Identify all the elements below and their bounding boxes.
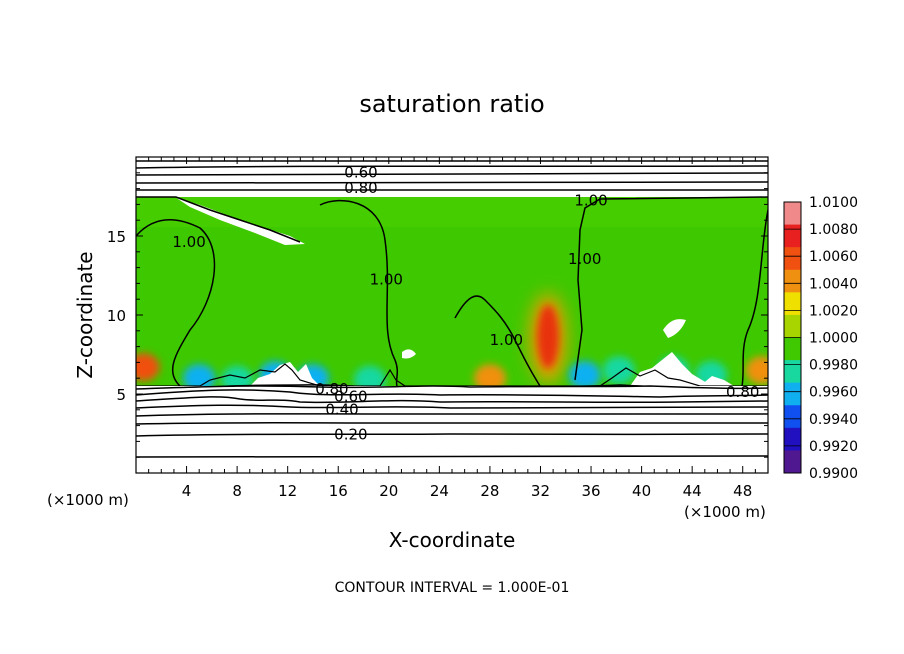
colorbar-label: 0.9920 [809, 439, 858, 455]
colorbar-label: 1.0040 [809, 276, 858, 292]
y-axis: 5 10 15 [107, 172, 768, 458]
cloud-gap-right [663, 319, 686, 338]
contour-label: 1.00 [568, 250, 601, 268]
contour-label: 1.00 [172, 233, 205, 251]
contour-label: 1.00 [490, 331, 523, 349]
x-tick-label: 28 [480, 482, 499, 500]
x-tick-label: 24 [430, 482, 449, 500]
x-tick-label: 16 [329, 482, 348, 500]
contour-label: 0.20 [334, 426, 367, 444]
y-tick-label: 10 [107, 307, 126, 325]
colorbar-segment [784, 224, 801, 248]
contour-label: 0.80 [344, 179, 377, 197]
colorbar-label: 0.9960 [809, 385, 858, 401]
x-axis: 4 8 12 16 20 24 28 32 36 40 44 48 [148, 157, 756, 500]
colorbar-segment [784, 269, 801, 293]
x-unit-right: (×1000 m) [684, 503, 766, 521]
y-tick-label: 5 [116, 386, 126, 404]
contour-label: 0.80 [726, 383, 759, 401]
cloud-gap-mid [402, 349, 416, 359]
colorbar-segment [784, 292, 801, 316]
contour-labels: 0.600.801.001.001.001.001.000.800.600.40… [172, 163, 759, 444]
colorbar-label: 1.0100 [809, 195, 858, 211]
x-tick-label: 48 [733, 482, 752, 500]
y-axis-label: Z-coordinate [73, 251, 97, 378]
field-anomaly [602, 356, 635, 385]
x-tick-label: 36 [581, 482, 600, 500]
colorbar-segment [784, 337, 801, 361]
chart-title: saturation ratio [359, 90, 544, 118]
colorbar-segment [784, 202, 801, 226]
colorbar-segment [784, 405, 801, 429]
x-tick-label: 12 [278, 482, 297, 500]
x-tick-label: 44 [683, 482, 702, 500]
field-anomaly [183, 364, 216, 393]
y-tick-label: 15 [107, 228, 126, 246]
colorbar-label: 1.0080 [809, 222, 858, 238]
colorbar-segment [784, 247, 801, 271]
lower-boundary [136, 363, 768, 387]
contour-label: 1.00 [370, 271, 403, 289]
colorbar-label: 0.9940 [809, 412, 858, 428]
cloud-patches [250, 352, 734, 386]
x-tick-label: 20 [379, 482, 398, 500]
colorbar-label: 1.0060 [809, 249, 858, 265]
contour-label: 0.40 [325, 400, 358, 418]
colorbar-label: 0.9980 [809, 358, 858, 374]
x-tick-label: 40 [632, 482, 651, 500]
x-tick-label: 4 [182, 482, 192, 500]
colorbar-label: 1.0000 [809, 331, 858, 347]
contour-interval-note: CONTOUR INTERVAL = 1.000E-01 [335, 580, 570, 596]
colorbar-segment [784, 360, 801, 384]
contour-label: 0.60 [334, 388, 367, 406]
contour-label: 0.80 [315, 380, 348, 398]
colorbar-segment [784, 314, 801, 338]
colorbar-label: 0.9900 [809, 466, 858, 482]
plot-area [136, 160, 768, 473]
contour-label: 1.00 [574, 192, 607, 210]
colorbar-segment [784, 427, 801, 451]
x-unit-left: (×1000 m) [47, 491, 129, 509]
colorbar-segment [784, 450, 801, 474]
field-anomaly [473, 364, 506, 393]
x-tick-label: 32 [531, 482, 550, 500]
field-anomaly [568, 361, 601, 390]
field-base [136, 197, 768, 386]
field-anomaly [745, 356, 768, 385]
lower-band-fill [136, 386, 768, 473]
colorbar-label: 1.0020 [809, 303, 858, 319]
x-tick-label: 8 [232, 482, 242, 500]
colorbar-segment [784, 382, 801, 406]
x-axis-label: X-coordinate [389, 528, 516, 552]
field-anomaly [136, 353, 160, 382]
colorbar: 1.0100 1.0080 1.0060 1.0040 1.0020 1.0000 0.99… [783, 195, 858, 482]
contour-label: 0.60 [344, 163, 377, 181]
field-anomaly-core [537, 304, 560, 369]
